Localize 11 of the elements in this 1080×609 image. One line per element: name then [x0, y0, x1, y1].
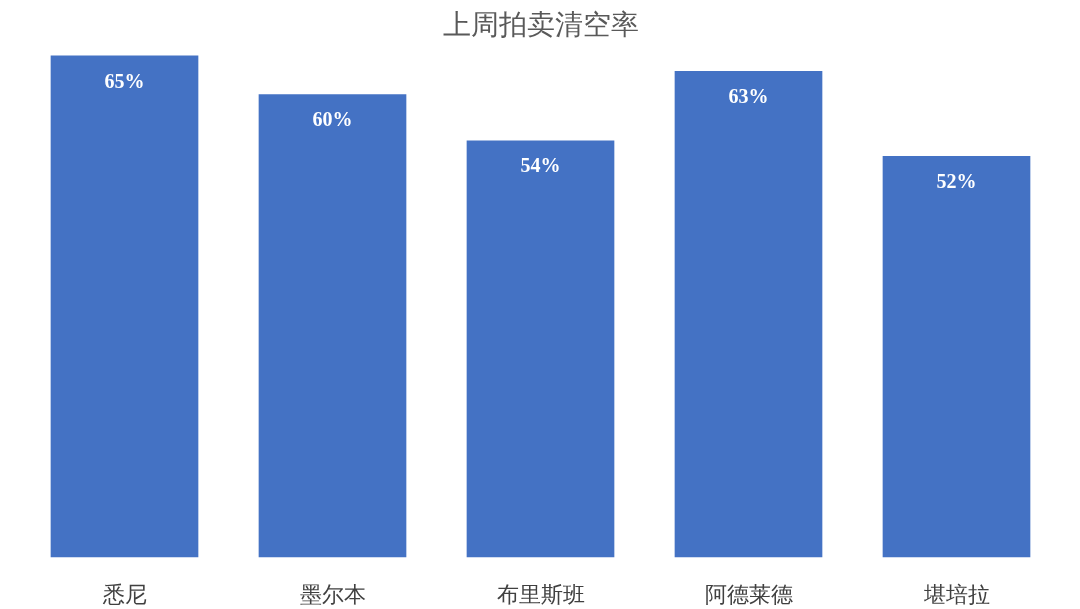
- data-label: 54%: [520, 154, 561, 177]
- data-label: 52%: [936, 169, 977, 192]
- x-tick-label: 悉尼: [101, 581, 147, 607]
- x-tick-label: 墨尔本: [299, 581, 366, 607]
- chart-title: 上周拍卖清空率: [442, 7, 639, 41]
- x-tick-label: 布里斯班: [496, 581, 585, 607]
- x-tick-label: 堪培拉: [922, 581, 990, 607]
- data-label: 65%: [104, 69, 145, 92]
- x-tick-label: 阿德莱德: [704, 581, 793, 607]
- data-label: 60%: [312, 108, 353, 131]
- data-label: 63%: [728, 84, 769, 107]
